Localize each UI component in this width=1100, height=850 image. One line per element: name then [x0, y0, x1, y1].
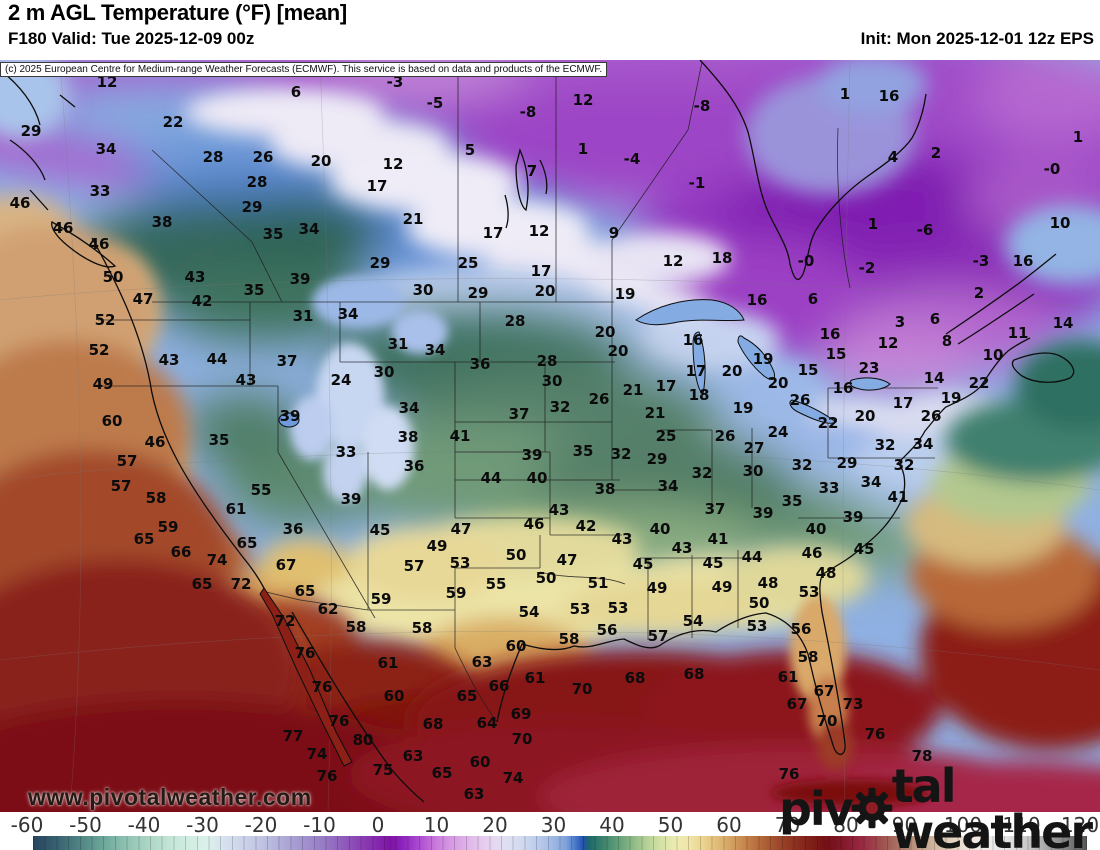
colorbar-tick: 40	[599, 813, 625, 837]
colorbar-strip	[33, 836, 1087, 850]
mountain-cold-pockets	[290, 276, 448, 502]
pale-transition-band	[185, 88, 1005, 525]
init-time-label: Init: Mon 2025-12-01 12z EPS	[860, 29, 1094, 48]
colorbar-tick: 30	[540, 813, 567, 837]
copyright-bar: (c) 2025 European Centre for Medium-rang…	[0, 62, 608, 77]
graticule	[0, 60, 1100, 811]
colorbar-tick: 50	[657, 813, 684, 837]
logo-text-suffix: tal weather	[891, 759, 1093, 850]
colorbar-tick: -60	[10, 813, 44, 837]
colorbar-tick: 10	[423, 813, 450, 837]
colorbar-tick: -10	[303, 813, 336, 837]
colorbar-tick: 100	[943, 813, 983, 837]
logo-text-prefix: piv	[779, 782, 854, 836]
florida-patch	[772, 595, 932, 807]
pivotal-weather-logo: piv tal	[779, 763, 1100, 850]
colorbar-tick: 110	[1002, 813, 1041, 837]
state-borders	[98, 61, 938, 723]
coastlines	[0, 60, 1075, 803]
page-title: 2 m AGL Temperature (°F) [mean]	[8, 0, 347, 25]
colorbar-tick: -50	[69, 813, 102, 837]
colorbar-tick: 70	[774, 813, 801, 837]
forecast-map	[0, 60, 1100, 812]
colorbar-tick: 60	[716, 813, 742, 837]
colorbar-tick: -30	[186, 813, 219, 837]
colorbar-tick: 80	[833, 813, 859, 837]
watermark-url: www.pivotalweather.com	[28, 784, 312, 810]
lakes	[259, 299, 891, 767]
colorbar-tick: 120	[1060, 813, 1100, 837]
colorbar-tick: -40	[127, 813, 161, 837]
colorbar-tick: -20	[244, 813, 278, 837]
colorbar-ticks: -60 -50 -40 -30 -20 -10 0 10 20 30 40 50 60 70 80 90 100…	[0, 813, 1100, 837]
colorbar-tick: 20	[482, 813, 508, 837]
valid-time-label: F180 Valid: Tue 2025-12-09 00z	[8, 29, 255, 48]
gear-icon	[851, 787, 893, 836]
colorbar-tick: 0	[371, 813, 385, 837]
ocean-zones	[0, 60, 1100, 812]
colorbar-tick: 90	[891, 813, 918, 837]
temperature-field	[0, 60, 1100, 812]
